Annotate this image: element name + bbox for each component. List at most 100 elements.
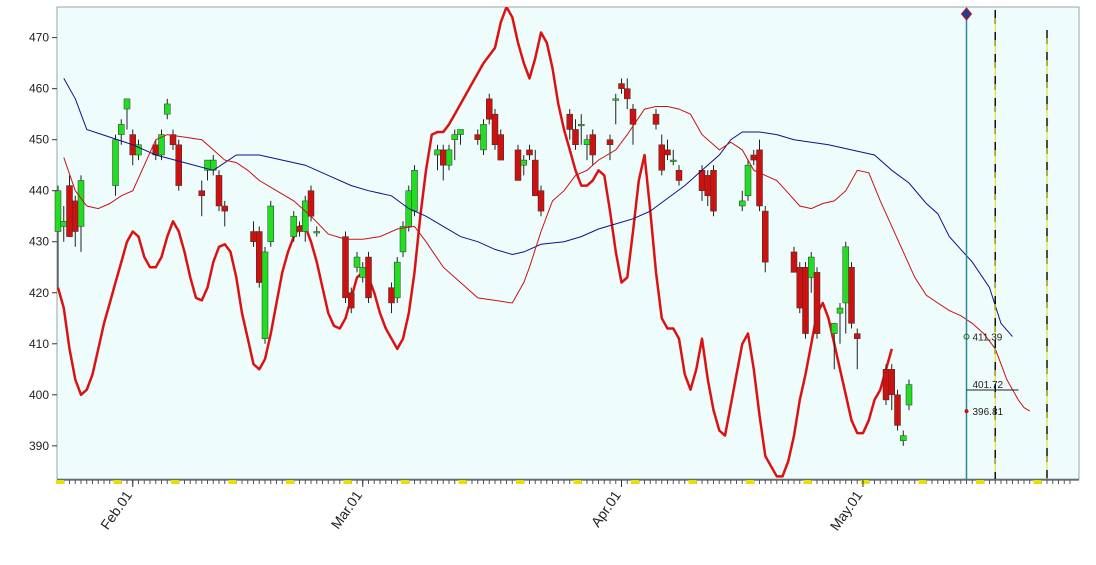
candle-down[interactable] [618, 83, 625, 89]
candle-down[interactable] [894, 394, 901, 426]
candle-up[interactable] [164, 103, 171, 115]
candle-up[interactable] [434, 149, 441, 156]
candle-up[interactable] [808, 256, 815, 278]
candle-up[interactable] [480, 124, 487, 151]
candle-down[interactable] [790, 251, 798, 273]
candle-down[interactable] [497, 134, 504, 161]
x-week-marker [516, 480, 524, 484]
candle-up[interactable] [520, 159, 527, 166]
candle-down[interactable] [491, 113, 499, 146]
candle-up[interactable] [123, 98, 131, 110]
candle-down[interactable] [72, 200, 79, 232]
candle-down[interactable] [813, 272, 821, 334]
candle-up[interactable] [54, 190, 62, 232]
candle-down[interactable] [664, 149, 671, 156]
candle-down[interactable] [629, 108, 637, 125]
value-dot [963, 333, 970, 340]
candle-down[interactable] [250, 231, 257, 242]
candle-up[interactable] [744, 164, 752, 197]
candle-up[interactable] [359, 266, 366, 278]
candle-up[interactable] [900, 435, 907, 441]
candle-down[interactable] [221, 205, 228, 212]
candle-down[interactable] [514, 149, 522, 181]
candle-up[interactable] [290, 215, 297, 237]
value-label: 396.81 [973, 407, 1004, 418]
candle-down[interactable] [848, 266, 855, 324]
candle-up[interactable] [670, 159, 677, 162]
x-week-marker [113, 480, 122, 484]
candle-down[interactable] [888, 369, 895, 396]
candle-up[interactable] [905, 384, 913, 406]
y-tick-label: 440 [29, 184, 49, 198]
candle-up[interactable] [411, 170, 418, 212]
candle-up[interactable] [445, 149, 453, 166]
candle-down[interactable] [474, 134, 481, 140]
candle-up[interactable] [612, 98, 619, 101]
candle-up[interactable] [112, 139, 119, 186]
candle-up[interactable] [267, 205, 274, 242]
candle-down[interactable] [348, 292, 355, 309]
candle-down[interactable] [606, 139, 614, 146]
plot-area[interactable] [56, 6, 1080, 480]
candle-down[interactable] [342, 236, 349, 299]
candle-down[interactable] [698, 170, 706, 191]
candle-down[interactable] [198, 190, 205, 197]
candle-down[interactable] [537, 190, 545, 212]
candle-up[interactable] [135, 144, 142, 156]
candle-up[interactable] [451, 134, 458, 140]
candle-down[interactable] [532, 159, 539, 197]
candle-down[interactable] [658, 144, 665, 171]
candle-up[interactable] [399, 226, 407, 253]
candle-up[interactable] [302, 200, 309, 232]
candle-down[interactable] [526, 149, 533, 156]
x-week-marker [228, 480, 237, 484]
candle-down[interactable] [388, 287, 395, 304]
candle-up[interactable] [394, 261, 401, 299]
candle-down[interactable] [572, 129, 579, 146]
candle-up[interactable] [261, 251, 269, 339]
candle-down[interactable] [215, 175, 223, 207]
x-week-marker [458, 480, 467, 484]
candle-down[interactable] [486, 98, 493, 120]
candle-down[interactable] [589, 134, 596, 156]
candle-down[interactable] [66, 185, 73, 237]
candle-down[interactable] [704, 175, 711, 197]
candle-up[interactable] [353, 256, 361, 268]
candle-up[interactable] [313, 231, 320, 234]
candle-down[interactable] [566, 113, 573, 130]
candle-down[interactable] [762, 210, 769, 263]
candle-down[interactable] [440, 149, 447, 166]
candle-down[interactable] [710, 170, 717, 212]
candle-up[interactable] [831, 323, 838, 334]
candle-up[interactable] [583, 139, 591, 146]
candle-up[interactable] [77, 180, 85, 227]
candle-up[interactable] [836, 307, 844, 314]
candle-up[interactable] [118, 124, 125, 135]
candle-down[interactable] [175, 144, 182, 186]
candle-down[interactable] [307, 190, 315, 217]
candle-up[interactable] [457, 129, 464, 135]
candle-down[interactable] [796, 266, 803, 309]
candle-up[interactable] [739, 200, 746, 207]
candle-down[interactable] [652, 113, 660, 125]
y-tick-label: 460 [29, 82, 49, 96]
candle-down[interactable] [152, 144, 159, 156]
candle-up[interactable] [578, 124, 585, 127]
candle-down[interactable] [365, 256, 372, 299]
candle-up[interactable] [60, 221, 67, 227]
candle-down[interactable] [882, 369, 890, 401]
candle-up[interactable] [842, 246, 849, 304]
candle-down[interactable] [675, 170, 683, 181]
candle-down[interactable] [756, 149, 763, 207]
candle-down[interactable] [750, 154, 757, 161]
candle-down[interactable] [624, 88, 631, 100]
candle-down[interactable] [802, 266, 809, 334]
candle-down[interactable] [256, 231, 263, 283]
cursor-diamond-icon[interactable] [960, 7, 973, 21]
x-week-marker [976, 480, 984, 484]
candle-down[interactable] [854, 333, 861, 339]
candle-down[interactable] [169, 134, 177, 146]
candle-down[interactable] [296, 226, 303, 232]
candle-up[interactable] [158, 134, 165, 156]
